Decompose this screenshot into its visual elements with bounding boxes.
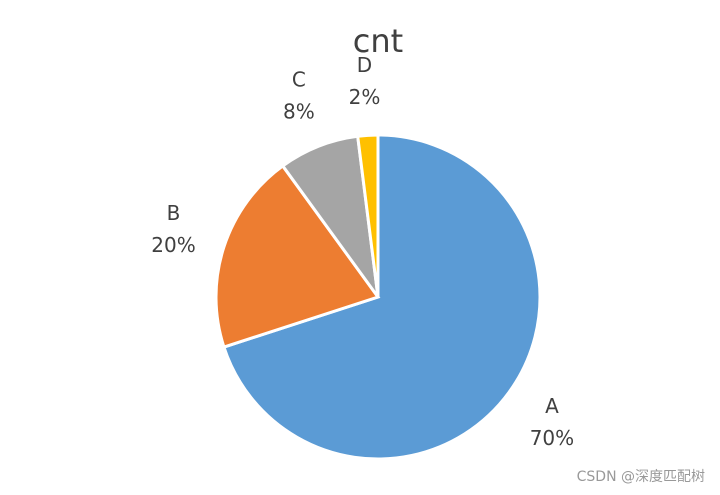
pie-slice xyxy=(222,133,542,461)
chart-title: cnt xyxy=(353,22,403,60)
slice-category-label: D xyxy=(357,53,372,77)
watermark: CSDN @深度匹配树 xyxy=(577,469,705,485)
slice-category-label: C xyxy=(292,68,306,92)
slice-value-label: 20% xyxy=(151,233,195,257)
slice-value-label: 70% xyxy=(530,426,574,450)
slice-value-label: 8% xyxy=(283,100,315,124)
slice-value-label: 2% xyxy=(349,85,381,109)
slice-category-label: B xyxy=(167,201,181,225)
slice-category-label: A xyxy=(545,394,559,418)
pie-slice xyxy=(356,133,380,298)
pie-slice xyxy=(214,163,381,349)
